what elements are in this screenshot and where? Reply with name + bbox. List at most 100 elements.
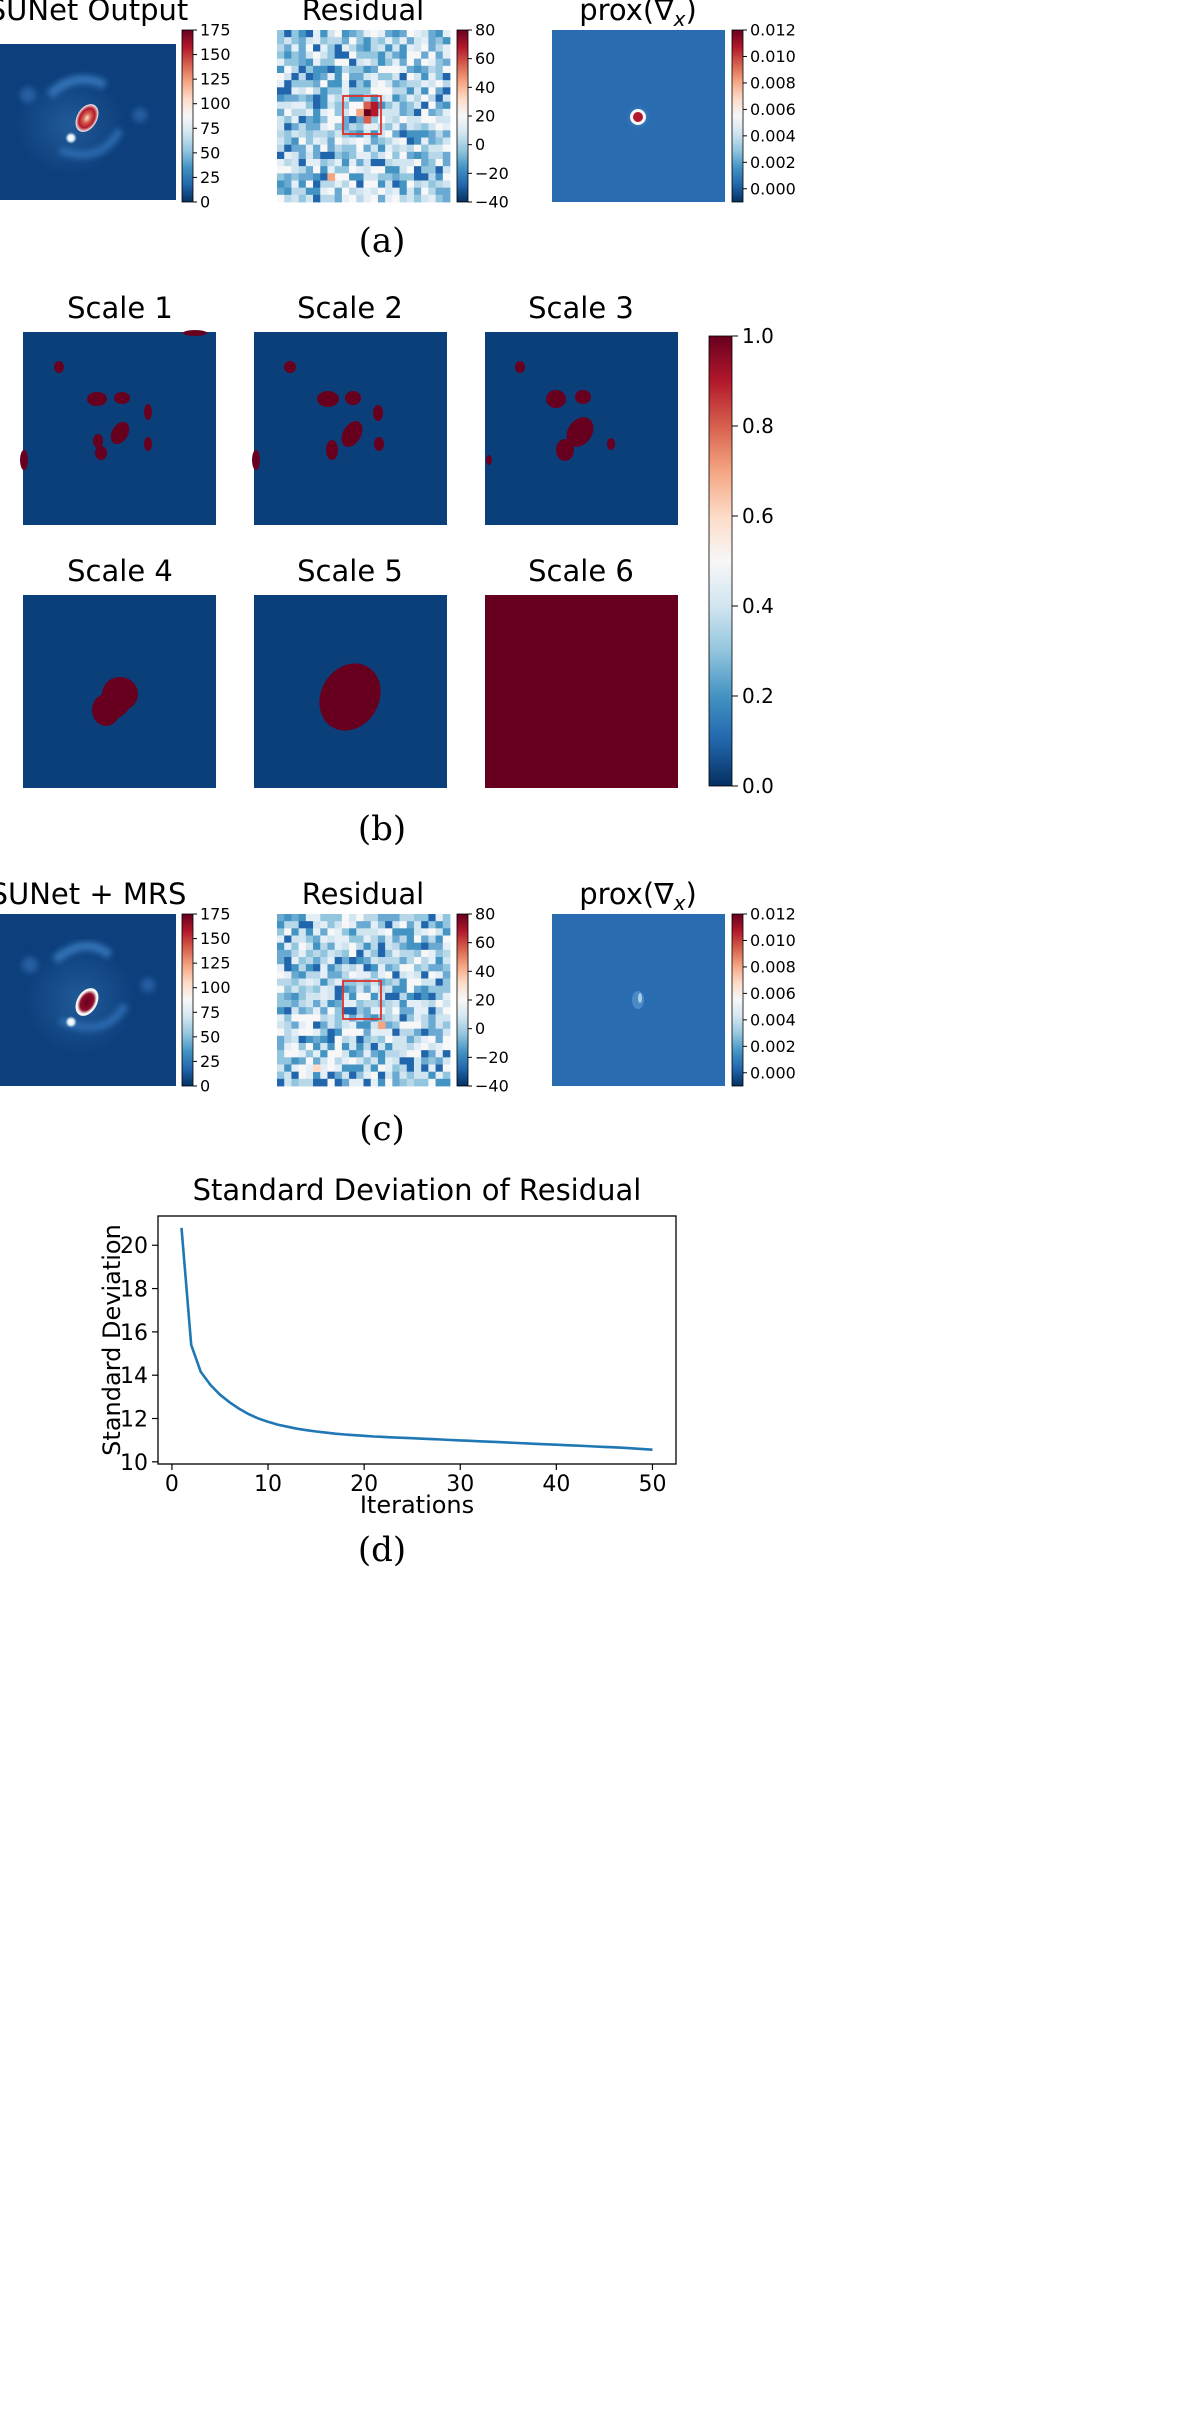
- scale-3-title: Scale 3: [528, 291, 634, 325]
- x-tick-label: 10: [254, 1472, 282, 1497]
- colorbar-tick-label: 100: [200, 978, 231, 997]
- y-tick-label: 16: [120, 1321, 148, 1346]
- y-tick-label: 18: [120, 1278, 148, 1303]
- colorbar-tick-label: 25: [200, 168, 220, 187]
- colorbar-tick-label: −20: [475, 164, 509, 183]
- colorbar-tick-label: 0.012: [750, 21, 796, 40]
- colorbar-tick-label: 0.000: [750, 1063, 796, 1082]
- colorbar-tick-label: 175: [200, 905, 231, 924]
- colorbar-tick-label: 1.0: [742, 324, 774, 348]
- residual-c-colorbar: 80 60 40 20 0 −20 −40: [456, 905, 509, 1096]
- prox-image: [552, 30, 725, 202]
- residual-roi-box: [342, 95, 382, 135]
- residual-image: [277, 30, 451, 203]
- scale-4-mask: [23, 595, 216, 788]
- panel-d-chart: Standard Deviation of Residual 101214161…: [98, 1173, 677, 1570]
- y-tick-label: 20: [120, 1234, 148, 1259]
- x-tick-label: 30: [446, 1472, 474, 1497]
- panel-c: SUNet + MRS 175 150 125 100 75 50 25 0 Residual…: [0, 877, 796, 1149]
- colorbar-tick-label: 150: [200, 45, 231, 64]
- colorbar-tick-label: 60: [475, 933, 495, 952]
- colorbar-tick-label: 0.008: [750, 957, 796, 976]
- sunet-colorbar: 175 150 125 100 75 50 25 0: [181, 21, 231, 212]
- scale-4-title: Scale 4: [67, 554, 173, 588]
- x-tick-label: 20: [350, 1472, 378, 1497]
- colorbar-tick-label: −20: [475, 1048, 509, 1067]
- colorbar-tick-label: −40: [475, 1077, 509, 1096]
- sunet-mrs-colorbar: 175 150 125 100 75 50 25 0: [181, 905, 231, 1096]
- panel-a-label: (a): [359, 221, 406, 261]
- residual-title: Residual: [302, 0, 424, 27]
- colorbar-tick-label: 20: [475, 107, 495, 126]
- x-axis-label: Iterations: [360, 1491, 474, 1519]
- colorbar-tick-label: 0.012: [750, 905, 796, 924]
- scale-5-title: Scale 5: [297, 554, 403, 588]
- panel-a: SUNet Output 175 150 125 100 75 50 25 0 Residua…: [0, 0, 796, 261]
- colorbar-tick-label: −40: [475, 193, 509, 212]
- colorbar-tick-label: 0.002: [750, 1037, 796, 1056]
- colorbar-tick-label: 150: [200, 929, 231, 948]
- residual-pixels: [277, 30, 451, 203]
- colorbar-tick-label: 0.000: [750, 179, 796, 198]
- scale-1-mask: [20, 330, 216, 525]
- colorbar-tick-label: 0.006: [750, 100, 796, 119]
- sunet-mrs-title: SUNet + MRS: [0, 877, 186, 911]
- colorbar-tick-label: 60: [475, 49, 495, 68]
- colorbar-tick-label: 0: [200, 193, 210, 212]
- prox-title: prox(∇x): [579, 0, 697, 31]
- y-tick-label: 12: [120, 1408, 148, 1433]
- colorbar-tick-label: 0.6: [742, 504, 774, 528]
- scale-2-title: Scale 2: [297, 291, 403, 325]
- scale-1-title: Scale 1: [67, 291, 173, 325]
- colorbar-tick-label: 80: [475, 21, 495, 40]
- colorbar-tick-label: 50: [200, 143, 220, 162]
- scale-6-title: Scale 6: [528, 554, 634, 588]
- colorbar-tick-label: 0.004: [750, 1010, 796, 1029]
- residual-c-image: [277, 914, 451, 1087]
- prox-c-title: prox(∇x): [579, 877, 697, 915]
- scale-3-mask: [485, 332, 678, 525]
- colorbar-tick-label: 0: [475, 1019, 485, 1038]
- colorbar-tick-label: 175: [200, 21, 231, 40]
- scale-6-mask: [485, 595, 678, 788]
- colorbar-tick-label: 0.002: [750, 153, 796, 172]
- chart-x-ticks: 0 10 20 30 40 50: [165, 1464, 666, 1497]
- chart-title: Standard Deviation of Residual: [193, 1173, 642, 1207]
- x-tick-label: 40: [542, 1472, 570, 1497]
- colorbar-tick-label: 0.008: [750, 73, 796, 92]
- series-line: [180, 1227, 653, 1451]
- prox-colorbar: 0.012 0.010 0.008 0.006 0.004 0.002 0.000: [731, 21, 796, 203]
- colorbar-tick-label: 0.4: [742, 594, 774, 618]
- scale-5-mask: [254, 595, 447, 788]
- panel-b: Scale 1 Scale 2 Scale 3 Scale 4 Scale 5 …: [20, 291, 774, 849]
- sunet-output-image: [0, 44, 176, 200]
- colorbar-tick-label: 0.004: [750, 126, 796, 145]
- colorbar-tick-label: 40: [475, 78, 495, 97]
- panel-c-label: (c): [359, 1109, 405, 1149]
- colorbar-tick-label: 0.8: [742, 414, 774, 438]
- colorbar-tick-label: 0.010: [750, 47, 796, 66]
- colorbar-tick-label: 100: [200, 94, 231, 113]
- series-points: [181, 1227, 653, 1450]
- colorbar-tick-label: 125: [200, 70, 231, 89]
- panel-d-label: (d): [358, 1530, 406, 1570]
- panel-b-label: (b): [358, 809, 406, 849]
- chart-plot-area: [157, 1215, 677, 1465]
- residual-colorbar: 80 60 40 20 0 −20 −40: [456, 21, 509, 212]
- scale-2-mask: [252, 332, 447, 525]
- prox-c-image: [552, 914, 725, 1086]
- colorbar-tick-label: 80: [475, 905, 495, 924]
- colorbar-tick-label: 0.010: [750, 931, 796, 950]
- colorbar-tick-label: 25: [200, 1052, 220, 1071]
- sunet-mrs-image: [0, 914, 176, 1086]
- prox-c-colorbar: 0.012 0.010 0.008 0.006 0.004 0.002 0.000: [731, 905, 796, 1087]
- colorbar-tick-label: 75: [200, 119, 220, 138]
- colorbar-tick-label: 125: [200, 954, 231, 973]
- colorbar-tick-label: 75: [200, 1003, 220, 1022]
- residual-c-pixels: [277, 914, 451, 1087]
- colorbar-tick-label: 0.0: [742, 774, 774, 798]
- scale-colorbar: 1.0 0.8 0.6 0.4 0.2 0.0: [708, 324, 774, 798]
- sunet-output-title: SUNet Output: [0, 0, 188, 27]
- x-tick-label: 0: [165, 1472, 179, 1497]
